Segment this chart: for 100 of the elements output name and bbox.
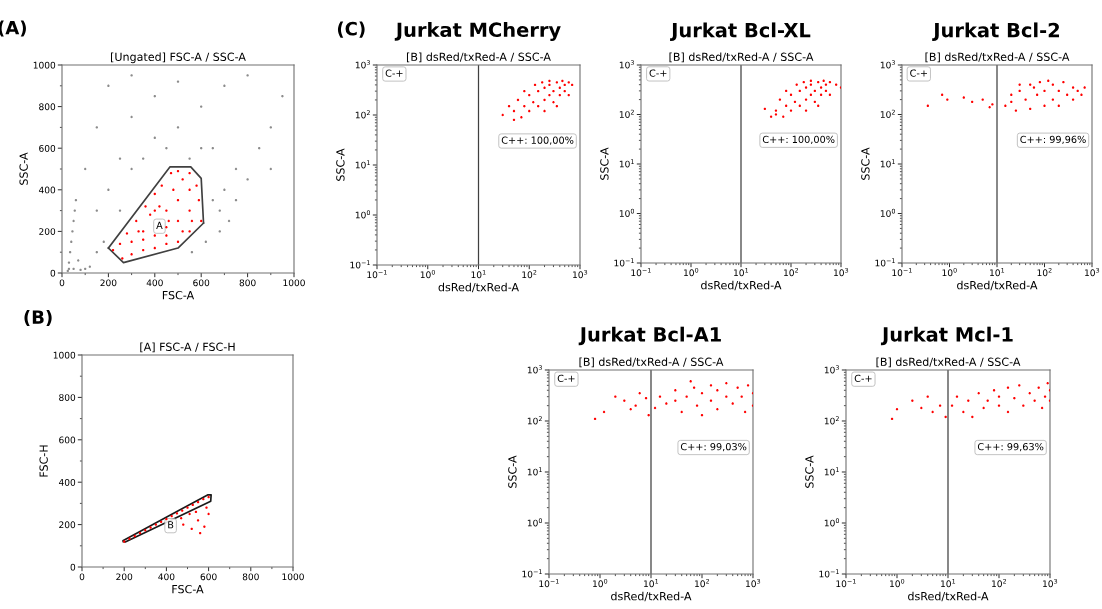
x-tick-label: 10$^{3}$: [1085, 267, 1100, 277]
x-axis-title: dsRed/txRed-A: [611, 591, 692, 602]
annotation: C++: 99,03%: [680, 442, 747, 452]
x-axis-title: FSC-A: [162, 290, 195, 300]
x-tick-label: 10$^{−1}$: [631, 267, 651, 277]
y-tick-label: 800: [39, 103, 56, 111]
chart-subtitle: [B] dsRed/txRed-A / SSC-A: [579, 357, 724, 368]
chart-title: Jurkat Bcl-A1: [578, 326, 721, 346]
x-tick-label: 10$^{1}$: [734, 267, 749, 277]
x-tick-label: 10$^{−1}$: [539, 578, 559, 588]
y-tick-label: 10$^{1}$: [824, 467, 839, 476]
y-tick-label: 10$^{1}$: [355, 160, 370, 169]
annotation: C-+: [910, 69, 928, 77]
y-tick-label: 10$^{−1}$: [875, 258, 895, 267]
x-tick-label: 10$^{0}$: [890, 578, 905, 588]
y-tick-label: 600: [39, 144, 56, 152]
y-tick-label: 200: [39, 228, 56, 235]
x-tick-label: 400: [158, 573, 175, 581]
x-tick-label: 10$^{0}$: [942, 267, 957, 277]
y-tick-label: 0: [70, 563, 76, 571]
y-tick-label: 200: [59, 521, 76, 529]
x-tick-label: 10$^{2}$: [695, 578, 710, 588]
y-tick-label: 10$^{0}$: [824, 518, 840, 527]
annotation: C++: 100,00%: [762, 135, 835, 145]
annotation: C-+: [557, 374, 575, 382]
x-tick-label: 10$^{0}$: [684, 267, 699, 277]
y-tick-label: 400: [38, 186, 56, 194]
y-tick-label: 10$^{3}$: [824, 365, 839, 374]
x-axis-title: dsRed/txRed-A: [957, 280, 1038, 291]
y-tick-label: 400: [58, 478, 76, 486]
text: (B): [24, 309, 52, 327]
y-tick-label: 10$^{2}$: [824, 416, 839, 425]
x-tick-label: 200: [116, 573, 133, 581]
x-axis-title: dsRed/txRed-A: [438, 282, 519, 293]
x-tick-label: 10$^{1}$: [990, 267, 1005, 277]
x-axis-title: FSC-A: [172, 584, 204, 594]
chart-subtitle: [B] dsRed/txRed-A / SSC-A: [406, 52, 551, 63]
y-tick-label: 10$^{−1}$: [350, 260, 370, 269]
y-tick-label: 10$^{1}$: [880, 159, 895, 168]
x-tick-label: 10$^{3}$: [746, 578, 761, 588]
y-axis-title: SSC-A: [336, 148, 345, 181]
chart-title: Jurkat MCherry: [394, 22, 561, 41]
x-tick-label: 800: [242, 573, 259, 581]
x-axis-title: dsRed/txRed-A: [701, 280, 782, 291]
text: (C): [337, 21, 365, 38]
chart-title: Jurkat Bcl-2: [932, 22, 1060, 42]
x-tick-label: 10$^{−1}$: [367, 269, 387, 279]
y-tick-label: 10$^{1}$: [619, 159, 634, 168]
y-axis-title: SSC-A: [19, 152, 28, 185]
annotation: C-+: [854, 374, 872, 382]
x-tick-label: 10$^{2}$: [1037, 267, 1052, 277]
y-axis-title: SSC-A: [508, 455, 517, 488]
x-tick-label: 600: [200, 573, 217, 581]
x-tick-label: 600: [193, 279, 210, 287]
x-tick-label: 10$^{−1}$: [892, 267, 912, 277]
y-tick-label: 10$^{2}$: [527, 416, 542, 425]
annotation: C-+: [385, 69, 403, 77]
y-tick-label: 1000: [53, 351, 76, 359]
y-tick-label: 10$^{3}$: [355, 60, 370, 69]
x-tick-label: 10$^{2}$: [992, 578, 1007, 588]
y-tick-label: 10$^{0}$: [355, 210, 371, 219]
x-tick-label: 1000: [283, 279, 305, 287]
x-tick-label: 0: [79, 573, 85, 581]
y-tick-label: 10$^{−1}$: [614, 258, 634, 267]
x-tick-label: 10$^{2}$: [784, 267, 799, 277]
chart-subtitle: [B] dsRed/txRed-A / SSC-A: [876, 357, 1021, 368]
x-tick-label: 400: [146, 279, 163, 287]
annotation: B: [168, 521, 174, 529]
x-tick-label: 10$^{3}$: [1043, 578, 1058, 588]
y-axis-title: SSC-A: [600, 147, 609, 180]
x-tick-label: 10$^{3}$: [573, 269, 588, 279]
x-tick-label: 10$^{0}$: [420, 269, 435, 279]
annotation: A: [156, 221, 163, 229]
x-tick-label: 10$^{−1}$: [836, 578, 856, 588]
y-tick-label: 10$^{2}$: [619, 109, 634, 118]
annotation: C++: 99,63%: [977, 442, 1044, 452]
x-tick-label: 800: [239, 279, 256, 287]
y-tick-label: 1000: [33, 61, 56, 69]
y-axis-title: FSC-H: [39, 445, 48, 477]
y-tick-label: 10$^{0}$: [527, 518, 543, 527]
annotation: C-+: [649, 69, 667, 77]
x-tick-label: 10$^{1}$: [644, 578, 659, 588]
y-axis-title: SSC-A: [861, 147, 870, 180]
annotation: C++: 99,96%: [1020, 135, 1086, 145]
chart-title: Jurkat Mcl-1: [880, 326, 1013, 346]
y-tick-label: 600: [59, 436, 76, 444]
x-tick-label: 10$^{1}$: [941, 578, 956, 588]
x-axis-title: dsRed/txRed-A: [908, 591, 989, 602]
x-tick-label: 10$^{3}$: [834, 267, 849, 277]
chart-title: [Ungated] FSC-A / SSC-A: [111, 52, 246, 64]
x-tick-label: 200: [100, 279, 117, 287]
y-tick-label: 800: [59, 394, 76, 401]
chart-title: [A] FSC-A / FSC-H: [140, 342, 235, 353]
y-tick-label: 10$^{2}$: [355, 110, 370, 119]
y-tick-label: 10$^{3}$: [880, 60, 895, 69]
y-tick-label: 10$^{1}$: [527, 467, 542, 476]
chart-title: Jurkat Bcl-XL: [670, 22, 811, 42]
x-tick-label: 10$^{1}$: [471, 269, 486, 279]
y-tick-label: 10$^{3}$: [619, 60, 634, 69]
y-tick-label: 10$^{2}$: [880, 109, 895, 118]
